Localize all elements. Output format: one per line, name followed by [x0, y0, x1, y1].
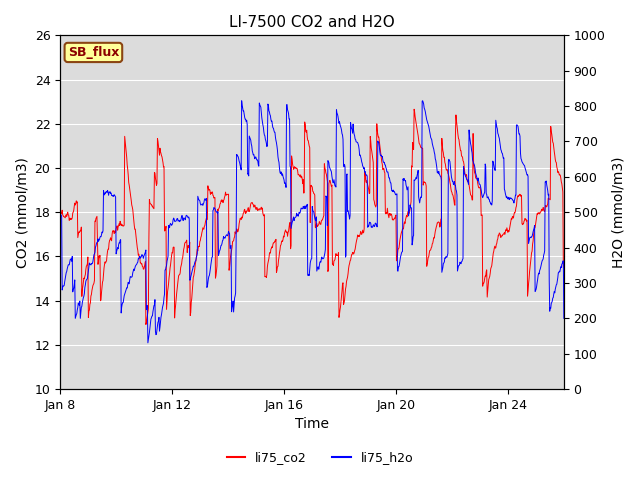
Text: SB_flux: SB_flux — [68, 46, 119, 59]
li75_co2 — [142, 322, 150, 327]
li75_h2o — [560, 315, 568, 321]
li75_h2o — [144, 340, 152, 346]
li75_h2o — [108, 192, 115, 198]
Legend: li75_co2, li75_h2o: li75_co2, li75_h2o — [221, 446, 419, 469]
li75_co2 — [450, 197, 458, 203]
Y-axis label: H2O (mmol/m3): H2O (mmol/m3) — [611, 156, 625, 268]
li75_h2o — [56, 209, 64, 215]
li75_h2o — [279, 174, 287, 180]
li75_h2o — [238, 98, 246, 104]
li75_co2 — [56, 209, 64, 215]
li75_co2 — [403, 213, 410, 218]
li75_co2 — [560, 264, 568, 269]
Title: LI-7500 CO2 and H2O: LI-7500 CO2 and H2O — [229, 15, 395, 30]
li75_co2 — [108, 238, 115, 244]
Y-axis label: CO2 (mmol/m3): CO2 (mmol/m3) — [15, 157, 29, 268]
li75_co2 — [459, 158, 467, 164]
X-axis label: Time: Time — [295, 418, 329, 432]
li75_h2o — [261, 133, 269, 139]
li75_co2 — [260, 212, 268, 217]
Line: li75_co2: li75_co2 — [60, 109, 564, 324]
li75_h2o — [403, 187, 411, 193]
li75_co2 — [410, 107, 418, 112]
Line: li75_h2o: li75_h2o — [60, 101, 564, 343]
li75_co2 — [278, 239, 286, 244]
li75_h2o — [450, 181, 458, 187]
li75_h2o — [459, 256, 467, 262]
